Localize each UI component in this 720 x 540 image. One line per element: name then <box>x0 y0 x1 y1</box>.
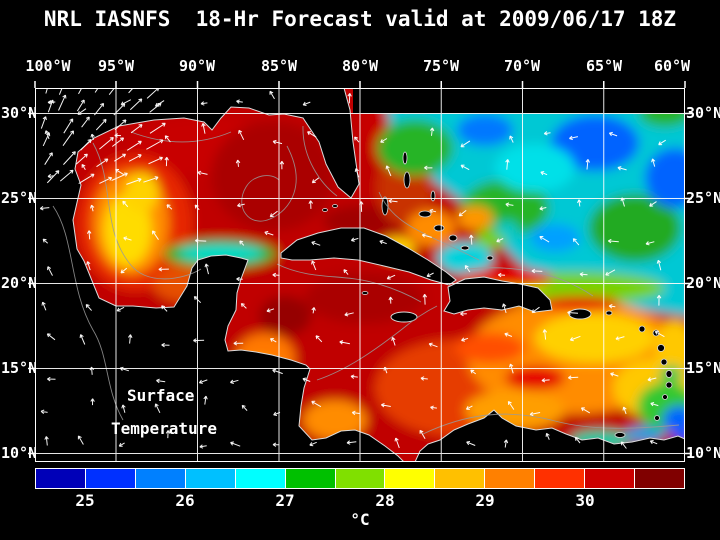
colorbar-segment <box>85 469 135 488</box>
map-frame <box>35 88 685 462</box>
colorbar <box>35 468 685 489</box>
colorbar-segment <box>285 469 335 488</box>
colorbar-segment <box>135 469 185 488</box>
lon-label: 80°W <box>341 57 379 75</box>
lat-label-left: 25°N <box>1 189 38 207</box>
south-america-land <box>414 409 685 462</box>
lat-label-right: 25°N <box>686 189 720 207</box>
colorbar-segment <box>635 469 684 488</box>
colorbar-segment <box>435 469 485 488</box>
colorbar-tick-label: 30 <box>575 491 595 510</box>
colorbar-segment <box>235 469 285 488</box>
page-title: NRL IASNFS 18-Hr Forecast valid at 2009/… <box>43 7 677 31</box>
colorbar-tick-label: 29 <box>475 491 495 510</box>
lon-label: 75°W <box>422 57 460 75</box>
colorbar-segment <box>535 469 585 488</box>
map-caption-line2: Temperature <box>111 419 217 438</box>
lat-label-left: 10°N <box>1 444 38 462</box>
lat-label-right: 10°N <box>686 444 720 462</box>
no-data-region <box>353 88 685 114</box>
lon-label: 60°W <box>653 57 691 75</box>
lon-label: 70°W <box>503 57 541 75</box>
lat-label-left: 20°N <box>1 274 38 292</box>
colorbar-tick-label: 27 <box>275 491 295 510</box>
lon-label: 65°W <box>585 57 623 75</box>
lat-lon-grid <box>35 88 685 462</box>
colorbar-tick-label: 28 <box>375 491 395 510</box>
lat-label-right: 15°N <box>686 359 720 377</box>
lat-label-right: 30°N <box>686 104 720 122</box>
lat-label-right: 20°N <box>686 274 720 292</box>
lat-label-left: 15°N <box>1 359 38 377</box>
lon-label: 90°W <box>178 57 216 75</box>
sst-map-canvas <box>28 81 692 462</box>
colorbar-segment <box>36 469 85 488</box>
colorbar-segment <box>585 469 635 488</box>
puerto-rico-land <box>568 308 592 320</box>
colorbar-tick-label: 25 <box>75 491 95 510</box>
sst-map: Surface Temperature <box>28 81 692 462</box>
axis-ticks <box>28 81 692 455</box>
wind-vector-arrows <box>39 88 666 449</box>
colorbar-segment <box>335 469 385 488</box>
lon-label: 95°W <box>97 57 135 75</box>
lon-label: 100°W <box>25 57 71 75</box>
lon-label: 85°W <box>260 57 298 75</box>
colorbar-tick-label: 26 <box>175 491 195 510</box>
colorbar-segment <box>385 469 435 488</box>
colorbar-segment <box>185 469 235 488</box>
map-caption-line1: Surface <box>127 386 195 405</box>
colorbar-segment <box>485 469 535 488</box>
jamaica-land <box>390 311 418 323</box>
colorbar-unit: °C <box>350 510 370 529</box>
lat-label-left: 30°N <box>1 104 38 122</box>
cuba-land <box>280 227 457 286</box>
bathymetry-contours <box>52 125 680 435</box>
